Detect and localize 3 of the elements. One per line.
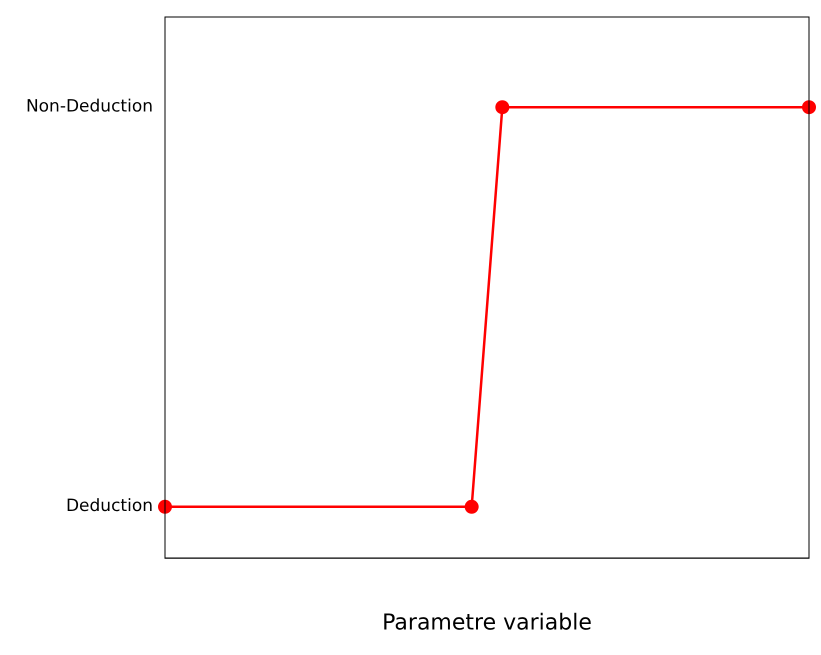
text: Deduction bbox=[66, 496, 153, 516]
x-axis-title: Parametre variable bbox=[382, 610, 592, 636]
text: Non-Deduction bbox=[26, 96, 153, 117]
